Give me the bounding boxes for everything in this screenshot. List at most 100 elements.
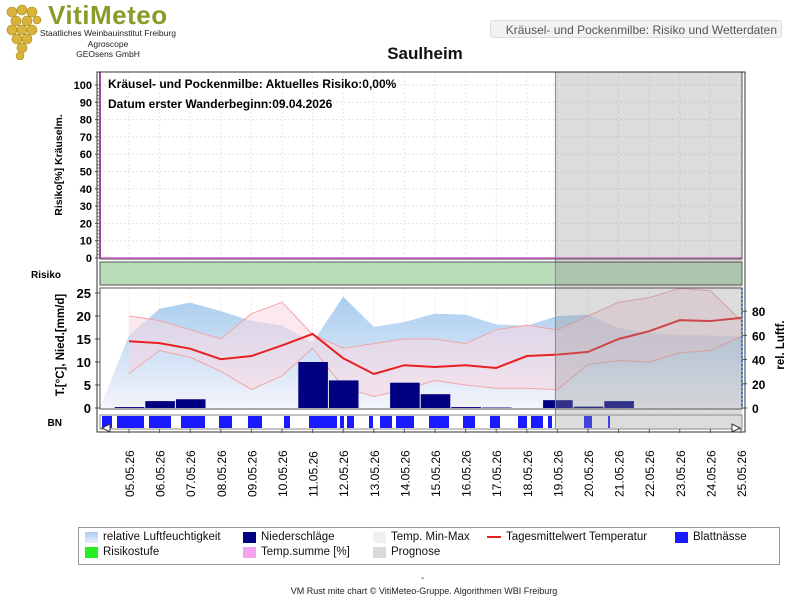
- risk-band-label: Risiko: [31, 270, 61, 281]
- logo-org-line-3: GEOsens GmbH: [76, 49, 140, 59]
- date-annotation: Datum erster Wanderbeginn:09.04.2026: [108, 97, 333, 111]
- legend-item-temp-sum: Temp.summe [%]: [243, 546, 350, 558]
- weather-tick-label-left: 25: [77, 286, 91, 301]
- leaf-wetness-block: [531, 416, 543, 428]
- leaf-wetness-block: [347, 416, 354, 428]
- leaf-wetness-block: [518, 416, 527, 428]
- risk-tick-label: 10: [80, 236, 92, 248]
- legend: relative Luftfeuchtigkeit Niederschläge …: [78, 527, 780, 565]
- leaf-wetness-block: [369, 416, 373, 428]
- precip-bar: [328, 380, 359, 408]
- leaf-wetness-block: [309, 416, 337, 428]
- temp-max-line: [128, 287, 742, 349]
- legend-swatch-temp-sum: [243, 546, 256, 558]
- risk-y-axis-label: Risiko[%] Kräuselm.: [53, 114, 65, 216]
- risk-tick-label: 80: [80, 115, 92, 127]
- risk-tick-label: 90: [80, 97, 92, 109]
- legend-swatch-leaf-wetness: [675, 531, 688, 543]
- grape-icon: [6, 4, 42, 60]
- legend-item-temp-minmax: Temp. Min-Max: [373, 531, 470, 543]
- legend-swatch-forecast: [373, 546, 386, 558]
- leaf-wetness-label: BN: [48, 418, 62, 429]
- scroll-right-icon: [731, 423, 742, 433]
- leaf-wetness-block: [219, 416, 232, 428]
- weather-tick-label-left: 10: [77, 355, 91, 370]
- x-tick-label: 12.05.26: [337, 450, 351, 497]
- legend-swatch-humidity: [85, 531, 98, 543]
- leaf-wetness-block: [396, 416, 414, 428]
- legend-item-humidity: relative Luftfeuchtigkeit: [85, 531, 221, 543]
- weather-tick-label-right: 40: [752, 354, 766, 368]
- leaf-wetness-block: [584, 416, 592, 428]
- chart-outer-frame: [96, 71, 746, 433]
- x-tick-label: 10.05.26: [276, 450, 290, 497]
- mean-temp-line: [128, 316, 742, 376]
- weather-tick-label-right: 60: [752, 329, 766, 343]
- risk-panel-bg: [100, 72, 742, 259]
- precip-bar: [145, 401, 175, 408]
- leaf-wetness-block: [284, 416, 290, 428]
- x-tick-label: 07.05.26: [184, 450, 198, 497]
- legend-item-forecast: Prognose: [373, 546, 440, 558]
- x-tick-label: 16.05.26: [460, 450, 474, 497]
- x-tick-label: 11.05.26: [307, 451, 321, 497]
- risk-tick-label: 60: [80, 149, 92, 161]
- precip-bar: [114, 407, 145, 408]
- risk-band: [100, 262, 742, 285]
- footer-dash: -: [420, 573, 425, 584]
- legend-swatch-mean-temp: [487, 536, 501, 538]
- leaf-wetness-block: [463, 416, 475, 428]
- risk-tick-label: 30: [80, 201, 92, 213]
- precip-bar: [451, 407, 481, 408]
- legend-item-mean-temp: Tagesmittelwert Temperatur: [487, 531, 647, 543]
- legend-swatch-risk-level: [85, 546, 98, 558]
- scroll-left-icon: [100, 423, 111, 433]
- precip-bar: [175, 399, 206, 408]
- weather-tick-label-left: 0: [84, 401, 91, 416]
- x-tick-label: 06.05.26: [154, 450, 168, 497]
- x-tick-label: 14.05.26: [398, 450, 412, 497]
- x-tick-label: 15.05.26: [429, 450, 443, 497]
- x-tick-label: 19.05.26: [551, 450, 565, 497]
- legend-item-risk-level: Risikostufe: [85, 546, 159, 558]
- x-tick-label: 13.05.26: [368, 450, 382, 497]
- x-tick-label: 09.05.26: [245, 450, 259, 497]
- footer-credit: VM Rust mite chart © VitiMeteo-Gruppe. A…: [290, 586, 558, 596]
- risk-tick-label: 70: [80, 132, 92, 144]
- x-tick-label: 21.05.26: [613, 450, 627, 497]
- forecast-overlay: [555, 72, 742, 429]
- risk-tick-label: 40: [80, 184, 92, 196]
- weather-tick-label-left: 5: [84, 378, 91, 393]
- leaf-wetness-block: [149, 416, 171, 428]
- page-label: Kräusel- und Pockenmilbe: Risiko und Wet…: [490, 20, 782, 38]
- risk-tick-label: 0: [86, 253, 92, 265]
- legend-swatch-precipitation: [243, 531, 256, 543]
- temp-min-line: [128, 336, 742, 398]
- precip-bar: [604, 401, 634, 408]
- weather-tick-label-left: 20: [77, 309, 91, 324]
- x-tick-label: 08.05.26: [215, 450, 229, 497]
- chart-title: Saulheim: [387, 44, 463, 63]
- risk-tick-label: 50: [80, 167, 92, 179]
- humidity-y-axis-label: rel. Luftf.: [775, 320, 787, 369]
- logo-org-line-1: Staatliches Weinbauinstitut Freiburg: [40, 28, 176, 38]
- logo: VitiMeteo Staatliches Weinbauinstitut Fr…: [0, 0, 190, 62]
- leaf-wetness-block: [548, 416, 552, 428]
- leaf-wetness-block: [608, 416, 610, 428]
- x-tick-label: 24.05.26: [704, 450, 718, 497]
- leaf-wetness-block: [490, 416, 500, 428]
- weather-tick-label-right: 0: [752, 402, 759, 416]
- x-tick-label: 18.05.26: [521, 450, 535, 497]
- x-tick-label: 22.05.26: [643, 450, 657, 497]
- risk-tick-label: 20: [80, 218, 92, 230]
- leaf-wetness-block: [429, 416, 449, 428]
- logo-text: VitiMeteo: [48, 0, 168, 30]
- leaf-wetness-block: [340, 416, 344, 428]
- x-tick-label: 17.05.26: [490, 450, 504, 497]
- x-tick-label: 20.05.26: [582, 450, 596, 497]
- risk-annotation: Kräusel- und Pockenmilbe: Aktuelles Risi…: [108, 77, 397, 91]
- precip-bar: [390, 382, 420, 408]
- precip-bar: [573, 406, 604, 408]
- logo-org-line-2: Agroscope: [87, 39, 129, 49]
- x-tick-label: 23.05.26: [674, 450, 688, 497]
